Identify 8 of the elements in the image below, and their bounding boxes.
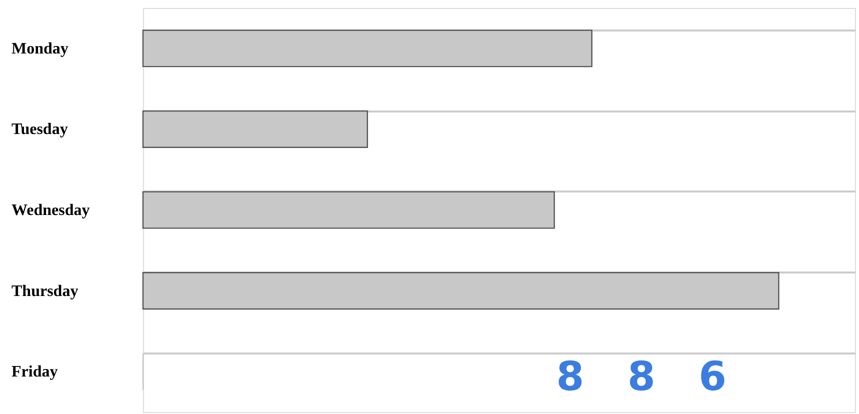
annotation: 8 (556, 354, 584, 400)
y-tick-label: Friday (12, 364, 58, 381)
y-tick-label: Tuesday (12, 121, 68, 138)
y-tick-label: Wednesday (12, 202, 90, 219)
annotation: 6 (698, 354, 727, 400)
y-tick-label: Monday (12, 40, 68, 58)
annotation: 8 (627, 354, 656, 400)
y-tick-label: Thursday (12, 282, 78, 300)
